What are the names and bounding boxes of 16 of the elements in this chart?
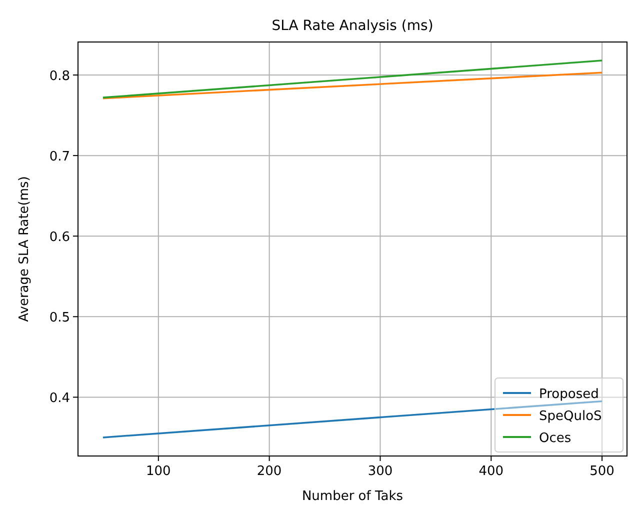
y-tick-label: 0.6 xyxy=(49,230,70,246)
y-tick-label: 0.8 xyxy=(49,69,70,84)
x-tick-label: 500 xyxy=(590,464,614,479)
x-tick-label: 300 xyxy=(368,464,393,479)
x-tick-label: 200 xyxy=(256,464,282,479)
y-tick-label: 0.4 xyxy=(49,391,70,406)
y-axis-title: Average SLA Rate(ms) xyxy=(17,176,32,322)
chart-title: SLA Rate Analysis (ms) xyxy=(272,18,434,34)
y-tick-label: 0.5 xyxy=(49,310,70,326)
x-axis-title: Number of Taks xyxy=(302,489,404,504)
x-tick-label: 100 xyxy=(146,464,171,479)
x-tick-label: 400 xyxy=(478,464,504,479)
legend-label: SpeQuloS xyxy=(539,409,602,424)
legend-label: Proposed xyxy=(539,387,599,402)
y-tick-label: 0.7 xyxy=(49,150,70,165)
legend-label: Oces xyxy=(539,431,572,446)
